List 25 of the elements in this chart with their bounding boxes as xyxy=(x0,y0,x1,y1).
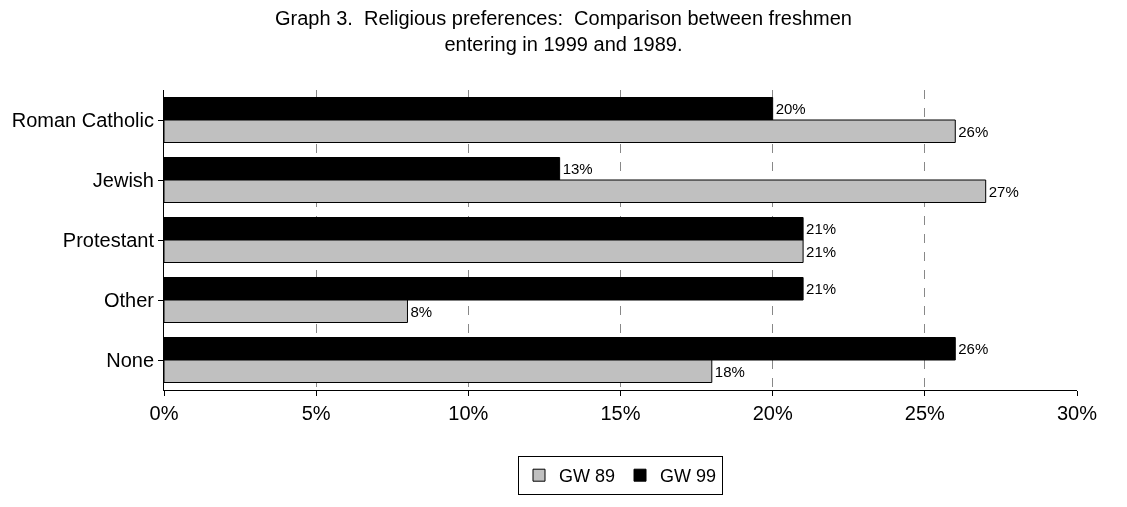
data-label: 26% xyxy=(958,122,989,140)
x-tick-label: 30% xyxy=(1056,402,1098,424)
data-label: 21% xyxy=(806,280,837,298)
data-label: 13% xyxy=(562,160,593,178)
x-tick-label: 5% xyxy=(301,402,331,424)
y-tick-label: Jewish xyxy=(92,169,154,191)
x-tick-label: 15% xyxy=(600,402,641,424)
chart-title: Graph 3. Religious preferences: Comparison between freshmen entering in 1999 and 1989. xyxy=(275,7,852,56)
data-label: 20% xyxy=(775,100,806,118)
legend-label: GW 99 xyxy=(660,466,717,487)
x-tick-label: 10% xyxy=(448,402,489,424)
x-tick-label: 20% xyxy=(752,402,793,424)
x-tick-label: 25% xyxy=(904,402,946,424)
y-tick-label: Protestant xyxy=(62,229,155,251)
data-label: 8% xyxy=(410,302,433,320)
data-label: 21% xyxy=(806,220,837,238)
legend-label: GW 89 xyxy=(559,466,616,487)
data-label: 26% xyxy=(958,340,989,358)
y-tick-label: Roman Catholic xyxy=(11,109,154,131)
data-label: 18% xyxy=(714,362,745,380)
y-tick-label: Other xyxy=(103,289,155,311)
data-label: 27% xyxy=(988,182,1019,200)
data-label: 21% xyxy=(806,242,837,260)
y-tick-label: None xyxy=(106,349,154,371)
x-tick-label: 0% xyxy=(149,402,179,424)
